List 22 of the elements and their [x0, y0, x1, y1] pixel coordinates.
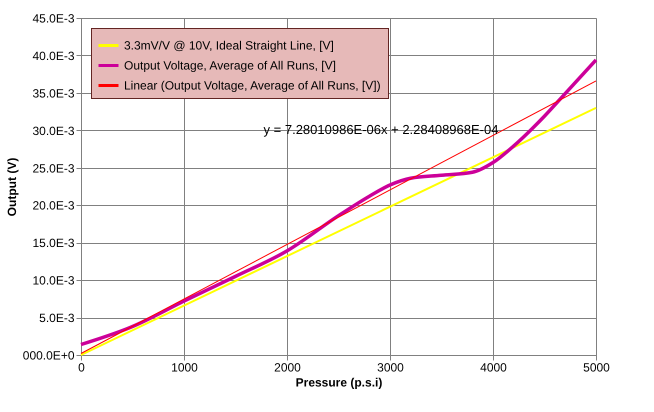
x-tick-label: 0 [78, 360, 86, 374]
y-tick-label: 45.0E-3 [32, 12, 75, 26]
y-axis-title: Output (V) [4, 158, 19, 216]
y-tick-label: 10.0E-3 [32, 274, 75, 288]
y-tick-label: 35.0E-3 [32, 86, 75, 100]
x-tick-label: 3000 [377, 360, 404, 374]
y-tick-label: 25.0E-3 [32, 161, 75, 176]
x-tick-label: 1000 [171, 360, 198, 374]
legend-label: Output Voltage, Average of All Runs, [V] [124, 58, 336, 72]
y-tick-label: 40.0E-3 [32, 48, 75, 63]
x-tick-label: 4000 [480, 360, 508, 374]
y-tick-label: 000.0E+0 [22, 348, 75, 362]
annotation: y = 7.28010986E-06x + 2.28408968E-04 [264, 122, 498, 137]
x-tick-label: 2000 [274, 360, 302, 374]
legend-label: 3.3mV/V @ 10V, Ideal Straight Line, [V] [124, 38, 334, 52]
y-tick-label: 30.0E-3 [32, 124, 75, 138]
y-tick-label: 20.0E-3 [32, 198, 75, 213]
legend-label: Linear (Output Voltage, Average of All Runs, [V]) [124, 78, 381, 92]
y-tick-label: 15.0E-3 [32, 236, 75, 250]
y-tick-label: 5.0E-3 [39, 311, 75, 326]
x-tick-label: 5000 [583, 360, 610, 374]
x-axis-title: Pressure (p.s.i) [296, 376, 382, 390]
